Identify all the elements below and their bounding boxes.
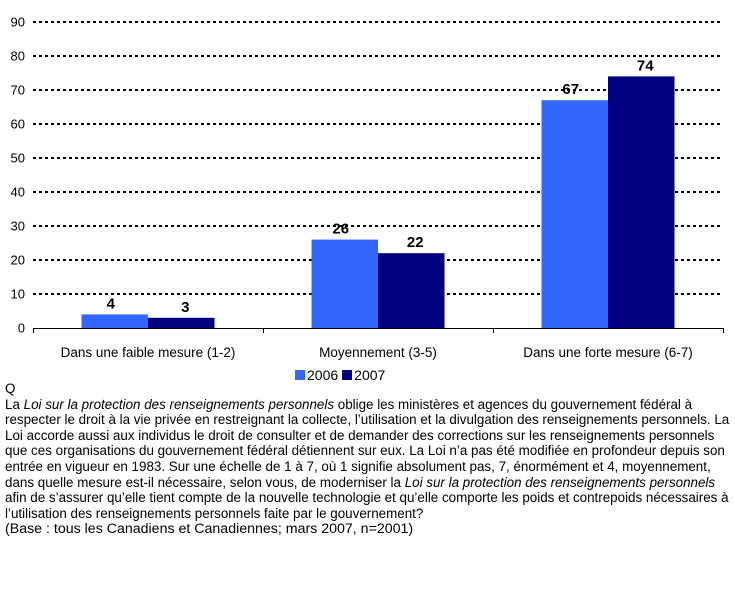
y-tick-label: 50 <box>11 151 25 166</box>
x-axis <box>33 328 724 333</box>
x-axis-categories: Dans une faible mesure (1-2) Moyennement … <box>61 345 693 360</box>
bar-2006-1 <box>311 239 378 328</box>
legend-item-2007: 2007 <box>342 367 385 383</box>
question-part: oblige les ministères et agences du gouv… <box>5 396 730 490</box>
y-tick-label: 20 <box>11 253 25 268</box>
question-part: afin de s’assurer qu’elle tient compte d… <box>5 490 729 521</box>
bar-2006-2 <box>541 100 608 328</box>
data-label-2007-0: 3 <box>181 299 189 316</box>
legend-label-2007: 2007 <box>354 367 386 383</box>
legend-item-2006: 2006 <box>295 367 338 383</box>
bar-2007-1 <box>378 253 445 328</box>
question-part: La <box>5 396 24 412</box>
data-label-2007-1: 22 <box>407 234 424 251</box>
legend-swatch-2007 <box>342 370 353 380</box>
y-tick-label: 70 <box>11 83 25 98</box>
data-labels: 4 3 26 22 67 74 <box>107 57 655 315</box>
bar-2007-0 <box>148 317 215 328</box>
category-label: Dans une forte mesure (6-7) <box>523 345 693 360</box>
legend-swatch-2006 <box>295 370 305 380</box>
y-tick-label: 0 <box>18 321 25 336</box>
category-label: Moyennement (3-5) <box>319 345 437 360</box>
bar-2006-0 <box>81 314 148 328</box>
category-label: Dans une faible mesure (1-2) <box>61 345 236 360</box>
data-label-2007-2: 74 <box>637 57 654 74</box>
y-tick-label: 40 <box>11 185 25 200</box>
data-label-2006-0: 4 <box>107 295 116 312</box>
bar-chart: 0 10 20 30 40 50 60 70 80 90 4 3 26 22 67 74 Dans une … <box>11 15 724 360</box>
question-base-note: (Base : tous les Canadiens et Canadienne… <box>5 521 414 538</box>
legend: 2006 2007 <box>295 367 389 383</box>
y-axis-ticks: 0 10 20 30 40 50 60 70 80 90 <box>11 15 25 336</box>
legend-label-2006: 2006 <box>307 367 339 383</box>
y-tick-label: 10 <box>11 287 25 302</box>
question-text-block: Q La Loi sur la protection des renseigne… <box>5 381 733 538</box>
y-tick-label: 80 <box>11 49 25 64</box>
question-part-italic-law-title: Loi sur la protection des renseignements… <box>23 396 335 412</box>
y-tick-label: 60 <box>11 117 25 132</box>
data-label-2006-2: 67 <box>562 81 579 98</box>
y-tick-label: 90 <box>11 15 25 30</box>
y-tick-label: 30 <box>11 219 25 234</box>
data-label-2006-1: 26 <box>332 221 349 238</box>
question-label: Q <box>5 381 16 396</box>
bars <box>81 76 675 329</box>
question-part-italic-law-title: Loi sur la protection des renseignements… <box>404 474 716 490</box>
bar-2007-2 <box>608 76 675 329</box>
question-body: La Loi sur la protection des renseigneme… <box>5 397 733 522</box>
